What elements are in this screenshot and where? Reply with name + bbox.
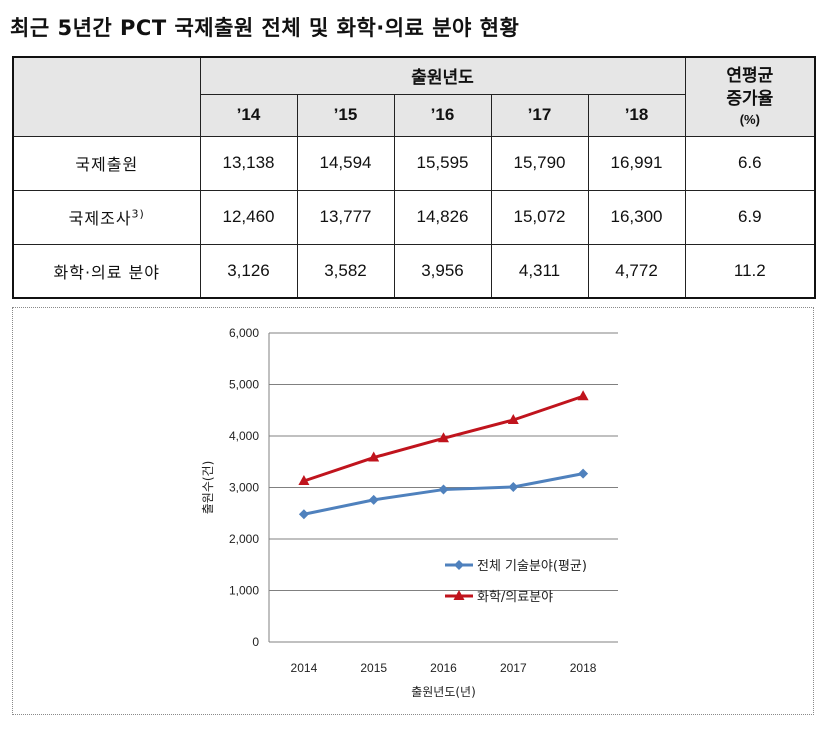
table-cell: 14,594 [296, 135, 395, 191]
chart-frame: 0 1,000 2,000 3,000 4,000 5,000 6,000 2014 2015 2… [12, 307, 814, 715]
series-2-point [577, 390, 589, 401]
corner-header [12, 56, 201, 137]
series-2-point [298, 475, 310, 486]
x-tick-label: 2015 [360, 661, 387, 675]
line-chart: 0 1,000 2,000 3,000 4,000 5,000 6,000 2014 2015 2… [201, 326, 618, 699]
legend-marker [453, 590, 465, 600]
table-cell: 15,072 [490, 189, 589, 245]
year-group-header: 출원년도 [199, 56, 686, 95]
x-tick-label: 2014 [291, 661, 318, 675]
series-2-point [368, 451, 380, 462]
year-header: ’18 [587, 93, 686, 137]
table-cell: 4,772 [587, 243, 686, 299]
x-tick-label: 2018 [570, 661, 597, 675]
table-cell: 16,991 [587, 135, 686, 191]
table-cell: 4,311 [490, 243, 589, 299]
table-cell: 3,956 [393, 243, 492, 299]
legend-marker [454, 560, 464, 570]
growth-header-unit: (%) [739, 111, 760, 127]
table-cell: 3,126 [199, 243, 298, 299]
series-1-point [298, 509, 309, 520]
y-tick-label: 3,000 [229, 481, 259, 495]
legend-label: 화학/의료분야 [477, 590, 553, 605]
series-1-point [508, 481, 519, 492]
statistics-table: 출원년도 연평균 증가율 (%) ’14 ’15 ’16 ’17 ’18 국제출… [12, 56, 817, 299]
year-header: ’16 [393, 93, 492, 137]
table-cell: 13,138 [199, 135, 298, 191]
series-1-point [368, 494, 379, 505]
row-label: 국제조사3) [12, 189, 201, 245]
y-tick-label: 5,000 [229, 378, 259, 392]
y-tick-label: 4,000 [229, 429, 259, 443]
series-2-point [438, 432, 449, 443]
row-label: 화학·의료 분야 [12, 243, 201, 299]
table-cell: 12,460 [199, 189, 298, 245]
growth-header-line2: 증가율 [726, 88, 774, 108]
series-1-point [578, 468, 589, 479]
series-1-point [438, 484, 449, 495]
table-row: 국제조사3) 12,460 13,777 14,826 15,072 16,30… [12, 189, 816, 245]
table-cell: 14,826 [393, 189, 492, 245]
page-title: 최근 5년간 PCT 국제출원 전체 및 화학·의료 분야 현황 [10, 16, 520, 40]
year-header: ’15 [296, 93, 395, 137]
y-tick-label: 1,000 [229, 584, 259, 598]
x-axis-title: 출원년도(년) [411, 685, 476, 699]
table-cell: 3,582 [296, 243, 395, 299]
table-cell: 16,300 [587, 189, 686, 245]
table-cell: 13,777 [296, 189, 395, 245]
growth-header-line1: 연평균 [726, 66, 774, 86]
year-header: ’14 [199, 93, 298, 137]
x-tick-label: 2016 [430, 661, 457, 675]
growth-cell: 6.9 [684, 189, 816, 245]
x-tick-label: 2017 [500, 661, 527, 675]
y-tick-label: 6,000 [229, 326, 259, 340]
y-tick-label: 2,000 [229, 532, 259, 546]
table-row: 화학·의료 분야 3,126 3,582 3,956 4,311 4,772 1… [12, 243, 816, 299]
y-tick-label: 0 [252, 635, 259, 649]
y-axis-title: 출원수(건) [201, 461, 215, 515]
legend-label: 전체 기술분야(평균) [477, 559, 587, 574]
table-cell: 15,595 [393, 135, 492, 191]
table-cell: 15,790 [490, 135, 589, 191]
year-header: ’17 [490, 93, 589, 137]
growth-cell: 11.2 [684, 243, 816, 299]
table-row: 국제출원 13,138 14,594 15,595 15,790 16,991 … [12, 135, 816, 191]
series-2-point [507, 413, 519, 424]
growth-cell: 6.6 [684, 135, 816, 191]
row-label: 국제출원 [12, 135, 201, 191]
growth-rate-header: 연평균 증가율 (%) [684, 56, 816, 137]
